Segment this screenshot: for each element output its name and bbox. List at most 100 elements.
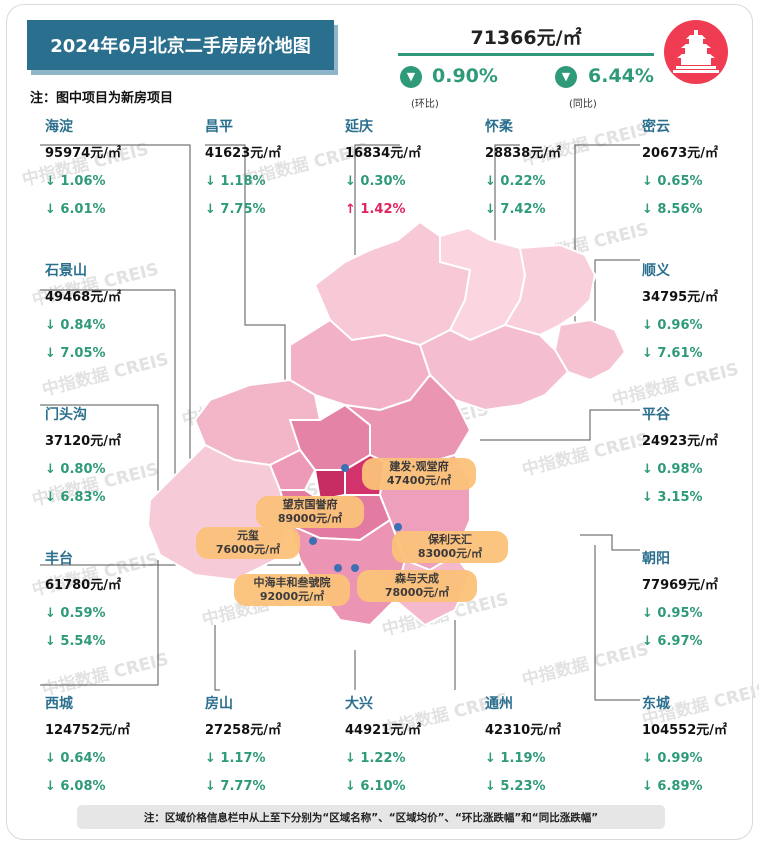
legend-note: 注：区域价格信息栏中从上至下分别为“区域名称”、“区域均价”、“环比涨跌幅”和“…: [77, 805, 665, 829]
average-underline: [398, 53, 654, 56]
region-shunyi: 顺义 34795元/㎡ ↓ 0.96% ↓ 7.61%: [642, 262, 759, 362]
down-arrow-icon: ▼: [400, 66, 422, 88]
project-tag-senyu: 森与天成 78000元/㎡: [357, 570, 477, 602]
project-name: 中海丰和叁號院: [253, 576, 331, 589]
project-name: 元玺: [237, 529, 259, 542]
region-yoy: ↑ 1.42%: [345, 202, 406, 217]
project-price: 76000元/㎡: [215, 543, 281, 556]
project-price: 89000元/㎡: [277, 512, 343, 525]
region-yoy: ↓ 6.83%: [45, 490, 106, 505]
region-mom: ↓ 1.22%: [345, 751, 406, 766]
region-price: 37120元/㎡: [45, 434, 121, 449]
temple-logo-icon: [664, 20, 728, 84]
region-mom: ↓ 1.17%: [205, 751, 266, 766]
region-price: 61780元/㎡: [45, 578, 121, 593]
project-tag-yuanxi: 元玺 76000元/㎡: [196, 527, 300, 559]
region-mom: ↓ 0.30%: [345, 174, 406, 189]
region-name: 通州: [485, 696, 513, 712]
region-price: 104552元/㎡: [642, 723, 728, 738]
region-yoy: ↓ 7.77%: [205, 779, 266, 794]
project-name: 建发·观堂府: [389, 460, 449, 473]
region-price: 49468元/㎡: [45, 290, 121, 305]
average-mom-label: (环比): [411, 99, 439, 110]
average-price: 71366元/㎡: [470, 27, 582, 49]
region-yoy: ↓ 7.75%: [205, 202, 266, 217]
region-name: 昌平: [205, 119, 233, 135]
region-yoy: ↓ 6.10%: [345, 779, 406, 794]
page-title: 2024年6月北京二手房房价地图: [27, 20, 334, 70]
project-name: 森与天成: [395, 572, 439, 585]
region-mom: ↓ 0.84%: [45, 318, 106, 333]
region-mom: ↓ 1.06%: [45, 174, 106, 189]
region-tongzhou: 通州 42310元/㎡ ↓ 1.19% ↓ 5.23%: [485, 695, 603, 795]
region-name: 顺义: [642, 263, 670, 279]
region-yoy: ↓ 8.56%: [642, 202, 703, 217]
region-fengtai: 丰台 61780元/㎡ ↓ 0.59% ↓ 5.54%: [45, 550, 163, 650]
region-mom: ↓ 0.99%: [642, 751, 703, 766]
region-yanqing: 延庆 16834元/㎡ ↓ 0.30% ↑ 1.42%: [345, 118, 463, 218]
project-tag-baoli: 保利天汇 83000元/㎡: [392, 531, 508, 563]
region-changping: 昌平 41623元/㎡ ↓ 1.18% ↓ 7.75%: [205, 118, 323, 218]
region-yoy: ↓ 6.97%: [642, 634, 703, 649]
project-tag-wangjing: 望京国誉府 89000元/㎡: [256, 496, 364, 528]
region-mom: ↓ 0.96%: [642, 318, 703, 333]
region-yoy: ↓ 5.23%: [485, 779, 546, 794]
region-name: 海淀: [45, 119, 73, 135]
region-name: 大兴: [345, 696, 373, 712]
region-name: 房山: [205, 696, 233, 712]
average-mom-value: 0.90%: [432, 65, 498, 87]
region-pinggu: 平谷 24923元/㎡ ↓ 0.98% ↓ 3.15%: [642, 406, 759, 506]
region-fangshan: 房山 27258元/㎡ ↓ 1.17% ↓ 7.77%: [205, 695, 323, 795]
region-mom: ↓ 0.65%: [642, 174, 703, 189]
region-name: 门头沟: [45, 407, 87, 423]
region-name: 怀柔: [485, 119, 513, 135]
region-price: 124752元/㎡: [45, 723, 131, 738]
region-mom: ↓ 0.80%: [45, 462, 106, 477]
region-yoy: ↓ 7.61%: [642, 346, 703, 361]
down-arrow-icon: ▼: [555, 66, 577, 88]
region-name: 平谷: [642, 407, 670, 423]
region-price: 44921元/㎡: [345, 723, 421, 738]
region-mom: ↓ 0.22%: [485, 174, 546, 189]
region-mom: ↓ 0.95%: [642, 606, 703, 621]
region-mom: ↓ 0.98%: [642, 462, 703, 477]
region-yoy: ↓ 7.05%: [45, 346, 106, 361]
map-note: 注：图中项目为新房项目: [30, 91, 174, 106]
region-yoy: ↓ 3.15%: [642, 490, 703, 505]
region-name: 西城: [45, 696, 73, 712]
project-name: 望京国誉府: [282, 498, 338, 511]
region-yoy: ↓ 6.89%: [642, 779, 703, 794]
region-yoy: ↓ 6.08%: [45, 779, 106, 794]
region-price: 95974元/㎡: [45, 146, 121, 161]
region-shijingshan: 石景山 49468元/㎡ ↓ 0.84% ↓ 7.05%: [45, 262, 163, 362]
region-mom: ↓ 0.64%: [45, 751, 106, 766]
region-name: 朝阳: [642, 551, 670, 567]
region-price: 24923元/㎡: [642, 434, 718, 449]
average-yoy-value: 6.44%: [588, 65, 654, 87]
region-daxing: 大兴 44921元/㎡ ↓ 1.22% ↓ 6.10%: [345, 695, 463, 795]
region-price: 28838元/㎡: [485, 146, 561, 161]
district-shapes: [146, 220, 627, 627]
region-price: 34795元/㎡: [642, 290, 718, 305]
region-price: 41623元/㎡: [205, 146, 281, 161]
region-price: 16834元/㎡: [345, 146, 421, 161]
average-yoy-label: (同比): [569, 99, 597, 110]
region-price: 27258元/㎡: [205, 723, 281, 738]
region-huairou: 怀柔 28838元/㎡ ↓ 0.22% ↓ 7.42%: [485, 118, 603, 218]
region-yoy: ↓ 5.54%: [45, 634, 106, 649]
region-dongcheng: 东城 104552元/㎡ ↓ 0.99% ↓ 6.89%: [642, 695, 759, 795]
project-name: 保利天汇: [428, 533, 472, 546]
region-yoy: ↓ 7.42%: [485, 202, 546, 217]
region-mom: ↓ 0.59%: [45, 606, 106, 621]
project-tag-zhonghai: 中海丰和叁號院 92000元/㎡: [234, 574, 350, 606]
region-haidian: 海淀 95974元/㎡ ↓ 1.06% ↓ 6.01%: [45, 118, 163, 218]
project-price: 92000元/㎡: [259, 590, 325, 603]
region-name: 密云: [642, 119, 670, 135]
region-miyun: 密云 20673元/㎡ ↓ 0.65% ↓ 8.56%: [642, 118, 759, 218]
region-mom: ↓ 1.18%: [205, 174, 266, 189]
project-price: 78000元/㎡: [384, 586, 450, 599]
card-frame: [6, 4, 753, 840]
region-yoy: ↓ 6.01%: [45, 202, 106, 217]
region-price: 42310元/㎡: [485, 723, 561, 738]
